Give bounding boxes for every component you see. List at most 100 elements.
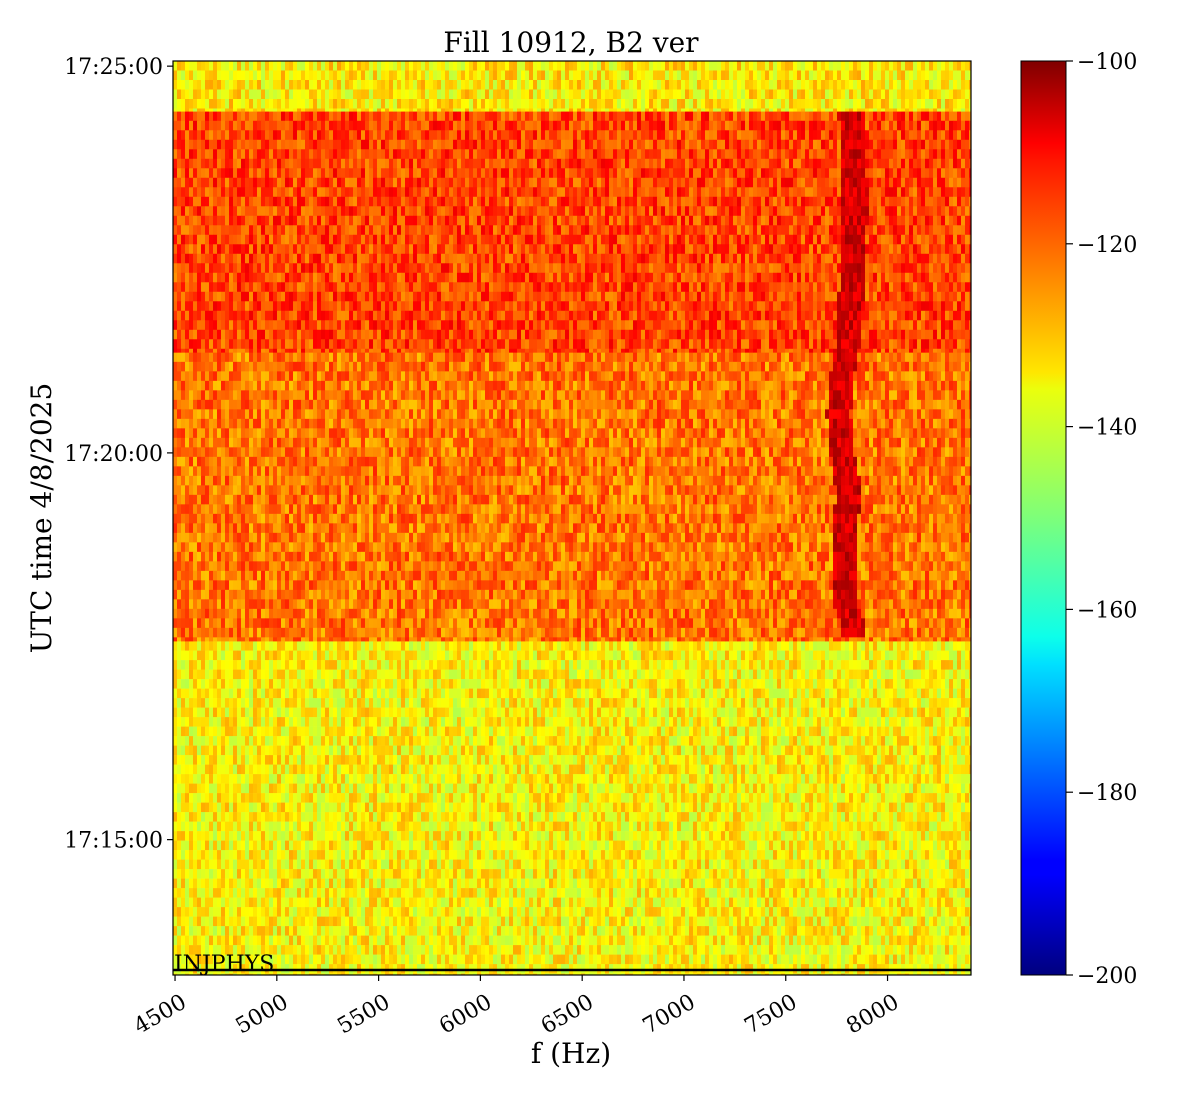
- heatmap-cell: [397, 650, 402, 661]
- heatmap-cell: [841, 669, 846, 680]
- heatmap-cell: [429, 831, 434, 841]
- heatmap-cell: [473, 736, 478, 746]
- heatmap-cell: [605, 745, 610, 756]
- heatmap-cell: [469, 707, 474, 718]
- heatmap-cell: [965, 831, 970, 841]
- heatmap-cell: [345, 831, 350, 841]
- heatmap-cell: [185, 679, 190, 689]
- heatmap-cell: [757, 840, 762, 851]
- heatmap-cell: [709, 736, 714, 746]
- heatmap-cell: [829, 793, 834, 803]
- heatmap-cell: [533, 717, 538, 727]
- heatmap-cell: [945, 821, 950, 832]
- heatmap-cell: [953, 660, 958, 670]
- heatmap-cell: [413, 745, 418, 756]
- heatmap-cell: [425, 650, 430, 661]
- heatmap-cell: [529, 660, 534, 670]
- heatmap-cell: [797, 793, 802, 803]
- heatmap-cell: [381, 688, 386, 699]
- heatmap-cell: [641, 660, 646, 670]
- heatmap-cell: [761, 660, 766, 670]
- heatmap-cell: [705, 850, 710, 860]
- heatmap-cell: [185, 660, 190, 670]
- heatmap-cell: [193, 793, 198, 803]
- heatmap-cell: [693, 859, 698, 870]
- heatmap-cell: [657, 783, 662, 794]
- heatmap-cell: [369, 755, 374, 765]
- heatmap-cell: [277, 774, 282, 784]
- heatmap-cell: [461, 726, 466, 737]
- heatmap-cell: [305, 840, 310, 851]
- heatmap-cell: [549, 698, 554, 708]
- heatmap-cell: [585, 783, 590, 794]
- heatmap-cell: [817, 726, 822, 737]
- heatmap-cell: [769, 641, 774, 651]
- heatmap-cell: [761, 688, 766, 699]
- heatmap-cell: [205, 745, 210, 756]
- heatmap-cell: [757, 850, 762, 860]
- heatmap-cell: [761, 755, 766, 765]
- heatmap-cell: [925, 688, 930, 699]
- heatmap-cell: [625, 850, 630, 860]
- heatmap-cell: [797, 688, 802, 699]
- heatmap-cell: [361, 679, 366, 689]
- heatmap-cell: [797, 679, 802, 689]
- heatmap-cell: [505, 812, 510, 822]
- heatmap-cell: [609, 764, 614, 775]
- heatmap-cell: [461, 669, 466, 680]
- heatmap-cell: [849, 669, 854, 680]
- heatmap-cell: [473, 764, 478, 775]
- heatmap-cell: [677, 755, 682, 765]
- heatmap-cell: [621, 802, 626, 813]
- heatmap-cell: [745, 717, 750, 727]
- heatmap-cell: [965, 650, 970, 661]
- heatmap-cell: [509, 745, 514, 756]
- heatmap-cell: [217, 660, 222, 670]
- heatmap-cell: [305, 650, 310, 661]
- heatmap-cell: [313, 869, 318, 879]
- heatmap-cell: [957, 812, 962, 822]
- heatmap-cell: [825, 707, 830, 718]
- heatmap-cell: [421, 840, 426, 851]
- heatmap-cell: [189, 745, 194, 756]
- heatmap-cell: [633, 850, 638, 860]
- heatmap-cell: [765, 840, 770, 851]
- heatmap-cell: [829, 707, 834, 718]
- heatmap-cell: [233, 688, 238, 699]
- heatmap-cell: [529, 707, 534, 718]
- heatmap-cell: [953, 802, 958, 813]
- heatmap-cell: [677, 698, 682, 708]
- heatmap-cell: [533, 641, 538, 651]
- heatmap-cell: [209, 660, 214, 670]
- heatmap-cell: [205, 850, 210, 860]
- heatmap-cell: [913, 802, 918, 813]
- heatmap-cell: [561, 774, 566, 784]
- heatmap-cell: [961, 831, 966, 841]
- heatmap-cell: [781, 783, 786, 794]
- heatmap-cell: [757, 859, 762, 870]
- heatmap-cell: [637, 669, 642, 680]
- heatmap-cell: [297, 669, 302, 680]
- heatmap-cell: [493, 850, 498, 860]
- heatmap-cell: [325, 707, 330, 718]
- heatmap-cell: [369, 764, 374, 775]
- heatmap-cell: [433, 698, 438, 708]
- heatmap-cell: [313, 774, 318, 784]
- heatmap-cell: [277, 840, 282, 851]
- heatmap-cell: [345, 821, 350, 832]
- heatmap-cell: [833, 641, 838, 651]
- heatmap-cell: [417, 821, 422, 832]
- heatmap-cell: [753, 698, 758, 708]
- heatmap-cell: [881, 707, 886, 718]
- heatmap-cell: [645, 726, 650, 737]
- heatmap-cell: [333, 812, 338, 822]
- heatmap-cell: [865, 869, 870, 879]
- heatmap-cell: [665, 774, 670, 784]
- heatmap-cell: [269, 859, 274, 870]
- heatmap-cell: [457, 698, 462, 708]
- heatmap-cell: [661, 650, 666, 661]
- heatmap-cell: [593, 802, 598, 813]
- heatmap-cell: [817, 707, 822, 718]
- heatmap-cell: [549, 783, 554, 794]
- heatmap-cell: [285, 679, 290, 689]
